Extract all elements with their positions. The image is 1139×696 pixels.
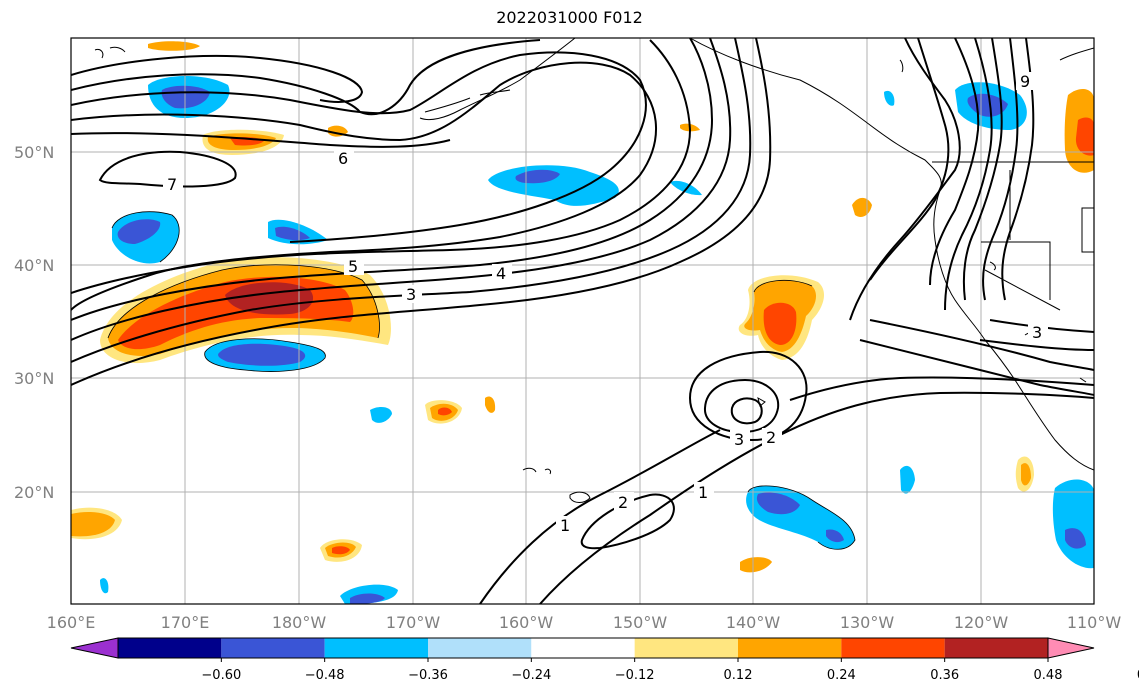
contour-labels: 7 6 5 4 3 3 2 3 2 1 1 9 <box>163 72 1048 535</box>
colorbar-tick-label: −0.48 <box>305 668 345 683</box>
colorbar-tick-label: −0.36 <box>408 668 448 683</box>
lon-label: 160°E <box>47 613 96 632</box>
colorbar-cell <box>634 638 738 658</box>
lon-label: 110°W <box>1067 613 1122 632</box>
colorbar-tick-label: 0.12 <box>724 668 753 683</box>
colorbar-tick-label: −0.12 <box>615 668 655 683</box>
colorbar-cell <box>324 638 428 658</box>
lon-label: 140°W <box>726 613 781 632</box>
colorbar-cell <box>944 638 1048 658</box>
contour-label: 4 <box>496 264 506 283</box>
map-title: 2022031000 F012 <box>496 8 643 27</box>
colorbar-frame <box>117 637 1049 659</box>
colorbar-cell <box>221 638 325 658</box>
colorbar-cell <box>841 638 945 658</box>
colorbar-tick-label: 0.36 <box>930 668 959 683</box>
plot-frame <box>70 37 1095 605</box>
longitude-labels: 160°E 170°E 180°W 170°W 160°W 150°W 140°… <box>47 613 1122 632</box>
colorbar-extend-high <box>1047 637 1095 659</box>
lat-label: 50°N <box>14 143 54 162</box>
contour-label: 1 <box>698 483 708 502</box>
colorbar-tick-label: −0.60 <box>201 668 241 683</box>
colorbar-tick-label: −0.24 <box>511 668 551 683</box>
lon-label: 180°W <box>272 613 327 632</box>
lon-label: 130°W <box>840 613 895 632</box>
colorbar-tick-label: 0.60 <box>1137 668 1139 683</box>
contour-label: 6 <box>338 149 348 168</box>
colorbar-cell <box>531 638 635 658</box>
colorbar-extend-low <box>70 637 119 659</box>
colorbar-tick-label: 0.48 <box>1034 668 1063 683</box>
contour-label: 5 <box>348 257 358 276</box>
colorbar-cell <box>428 638 532 658</box>
contour-label: 2 <box>766 428 776 447</box>
lon-label: 170°W <box>386 613 441 632</box>
graticule <box>71 38 1094 604</box>
colorbar: −0.60 −0.48 −0.36 −0.24 −0.12 0.12 0.24 0.36 0.4… <box>70 637 1139 683</box>
contour-label: 3 <box>1032 323 1042 342</box>
colorbar-cell <box>118 638 222 658</box>
lat-label: 30°N <box>14 369 54 388</box>
lon-label: 160°W <box>499 613 554 632</box>
shaded-anomaly-layer <box>71 41 1094 604</box>
contour-label: 3 <box>734 430 744 449</box>
lon-label: 120°W <box>954 613 1009 632</box>
colorbar-cell <box>738 638 842 658</box>
latitude-labels: 50°N 40°N 30°N 20°N <box>14 143 54 502</box>
lon-label: 150°W <box>613 613 668 632</box>
contour-label: 7 <box>167 175 177 194</box>
lat-label: 20°N <box>14 483 54 502</box>
lat-label: 40°N <box>14 256 54 275</box>
contour-label: 1 <box>560 516 570 535</box>
colorbar-tick-label: 0.24 <box>827 668 856 683</box>
contour-label: 3 <box>406 285 416 304</box>
contour-label: 2 <box>618 493 628 512</box>
contour-label: 9 <box>1020 72 1030 91</box>
lon-label: 170°E <box>161 613 210 632</box>
